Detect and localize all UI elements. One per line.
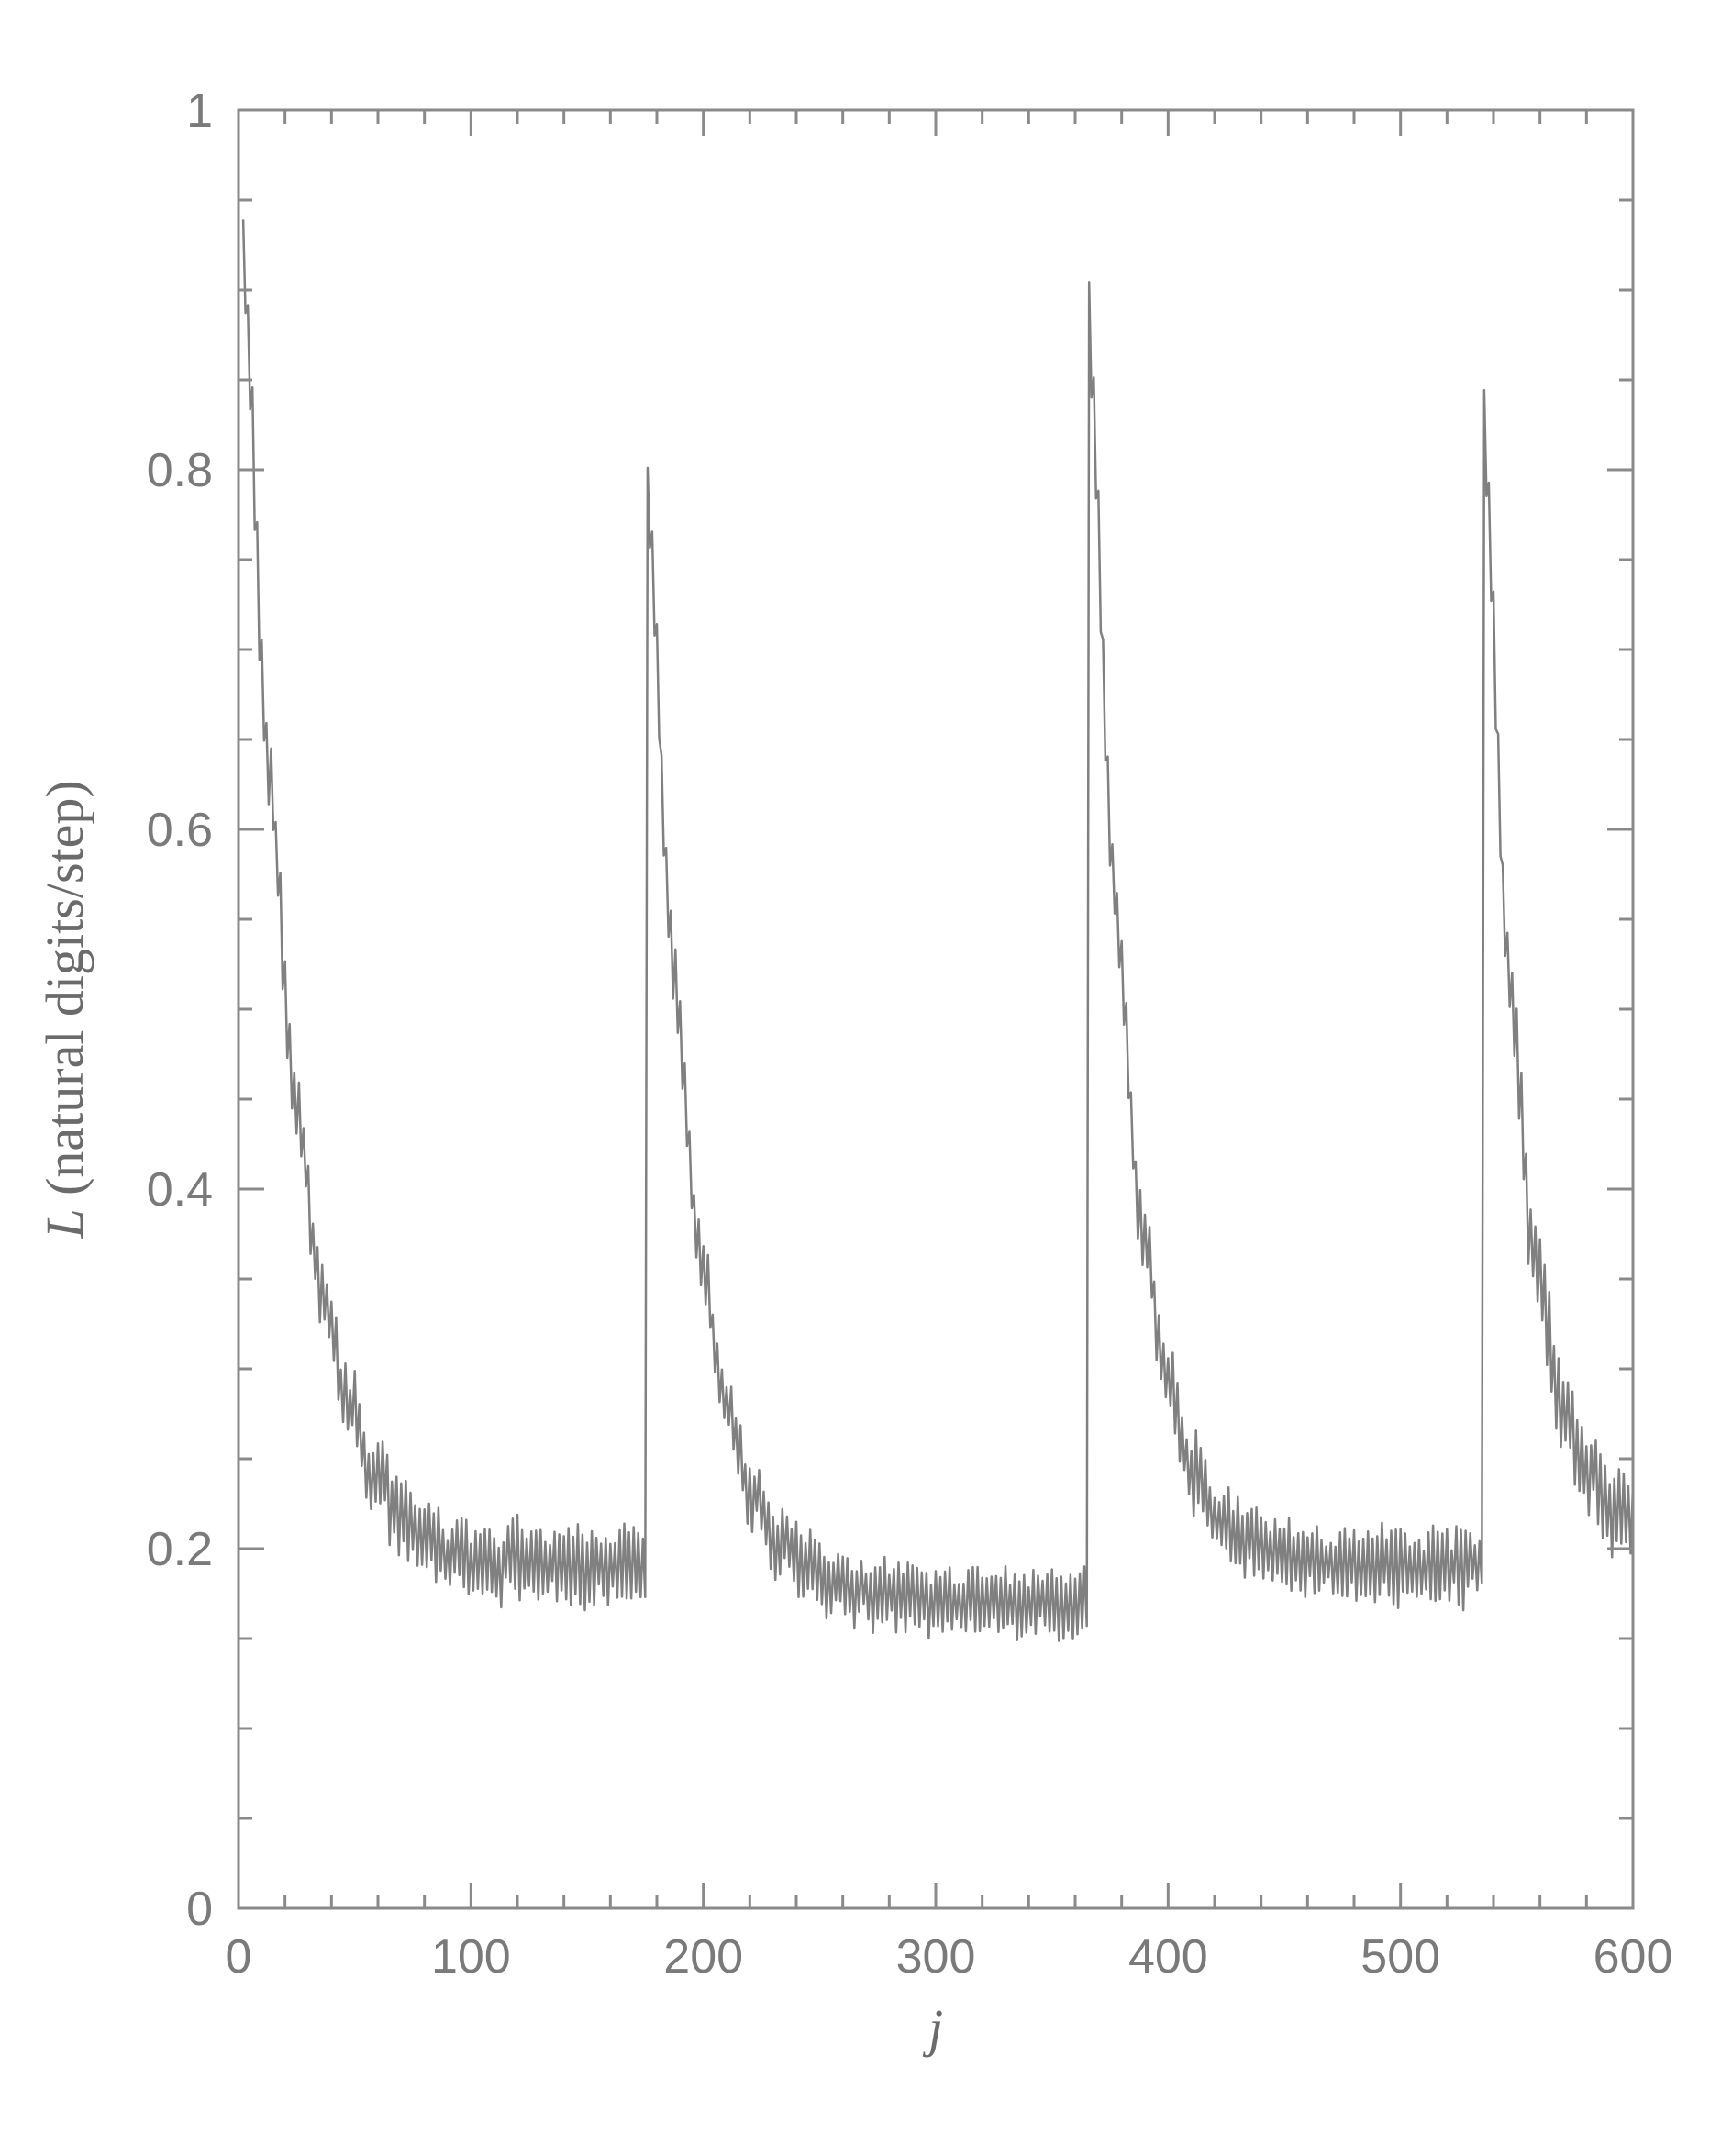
x-tick-label: 600 (1593, 1930, 1673, 1984)
figure-container: 010020030040050060000.20.40.60.81jL (nat… (0, 0, 1732, 2156)
y-tick-label: 0 (186, 1883, 213, 1936)
x-tick-label: 0 (226, 1930, 252, 1984)
x-tick-label: 100 (431, 1930, 511, 1984)
chart-svg: 010020030040050060000.20.40.60.81jL (nat… (0, 0, 1732, 2156)
x-tick-label: 500 (1360, 1930, 1440, 1984)
x-tick-label: 300 (896, 1930, 976, 1984)
y-axis-label: L (natural digits/step) (35, 780, 94, 1239)
y-tick-label: 0.4 (147, 1163, 213, 1217)
y-tick-label: 0.8 (147, 444, 213, 497)
x-tick-label: 400 (1128, 1930, 1208, 1984)
y-tick-label: 1 (186, 84, 213, 138)
y-tick-label: 0.6 (147, 804, 213, 857)
x-tick-label: 200 (663, 1930, 743, 1984)
y-tick-label: 0.2 (147, 1523, 213, 1576)
